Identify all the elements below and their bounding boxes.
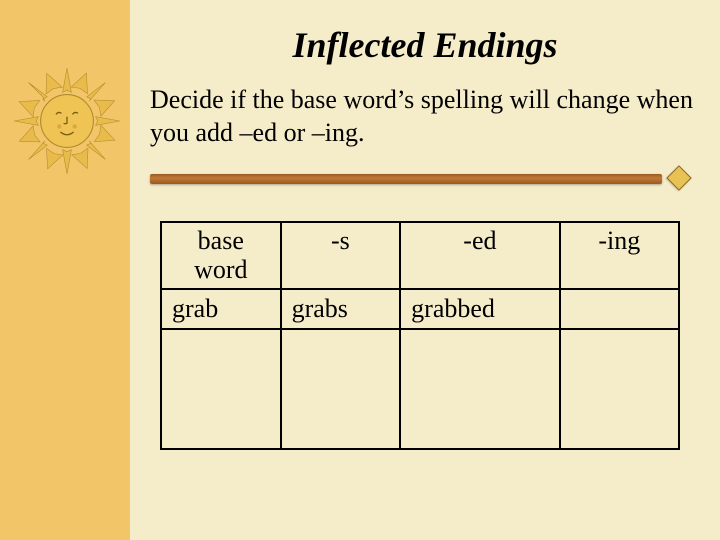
cell-base: grab bbox=[161, 289, 281, 329]
cell-ed: grabbed bbox=[400, 289, 559, 329]
slide-content: Inflected Endings Decide if the base wor… bbox=[150, 24, 700, 450]
cell-s: grabs bbox=[281, 289, 401, 329]
endings-table: base word -s -ed -ing grab grabs grabbed bbox=[160, 221, 680, 450]
cell-empty bbox=[281, 329, 401, 449]
slide-subtitle: Decide if the base word’s spelling will … bbox=[150, 84, 700, 149]
cell-empty bbox=[161, 329, 281, 449]
sidebar-band bbox=[0, 0, 130, 540]
col-header-ing: -ing bbox=[560, 222, 679, 289]
table-row: grab grabs grabbed bbox=[161, 289, 679, 329]
cell-empty bbox=[560, 329, 679, 449]
cell-empty bbox=[400, 329, 559, 449]
divider-rule bbox=[150, 171, 700, 187]
table-row bbox=[161, 329, 679, 449]
col-header-base: base word bbox=[161, 222, 281, 289]
cell-ing bbox=[560, 289, 679, 329]
slide-title: Inflected Endings bbox=[150, 24, 700, 66]
col-header-s: -s bbox=[281, 222, 401, 289]
table-header-row: base word -s -ed -ing bbox=[161, 222, 679, 289]
col-header-ed: -ed bbox=[400, 222, 559, 289]
